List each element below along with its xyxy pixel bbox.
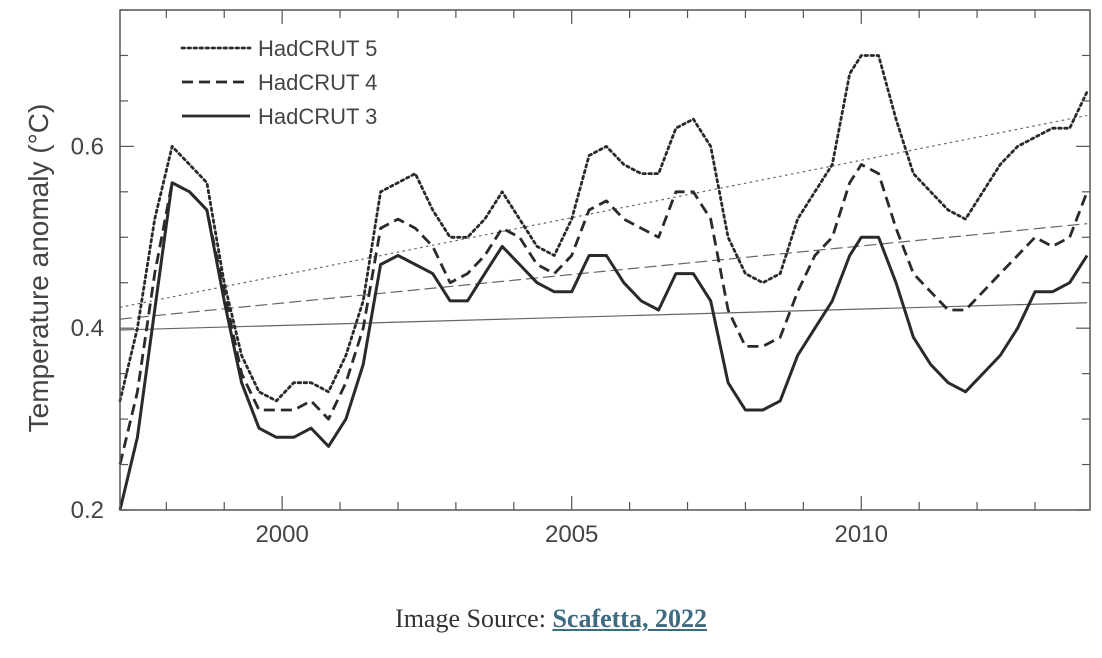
- trend-lines: [119, 114, 1088, 331]
- trend-line-hadcrut-3: [119, 302, 1088, 331]
- caption-prefix: Image Source:: [395, 604, 553, 633]
- tick-labels: 2000 2005 2010 0.2 0.4 0.6: [71, 133, 888, 548]
- x-tick-label: 2005: [545, 521, 598, 548]
- source-link[interactable]: Scafetta, 2022: [552, 604, 707, 633]
- y-axis-label: Temperature anomaly (°C): [23, 104, 54, 433]
- image-source-caption: Image Source: Scafetta, 2022: [0, 604, 1102, 634]
- series-line-hadcrut-5: [118, 54, 1089, 403]
- axis-ticks: [120, 9, 1090, 511]
- y-tick-label: 0.2: [71, 497, 104, 524]
- legend-label-hadcrut-4: HadCRUT 4: [258, 70, 377, 95]
- plot-frame: [119, 9, 1091, 511]
- legend: HadCRUT 5 HadCRUT 4 HadCRUT 3: [180, 36, 377, 129]
- series-line-hadcrut-3: [118, 181, 1089, 511]
- plot-border: [119, 9, 1091, 511]
- y-tick-label: 0.6: [71, 133, 104, 160]
- legend-label-hadcrut-3: HadCRUT 3: [258, 104, 377, 129]
- y-tick-label: 0.4: [71, 315, 104, 342]
- x-tick-label: 2010: [835, 521, 888, 548]
- series-line-hadcrut-4: [118, 163, 1089, 465]
- temperature-anomaly-chart: 2000 2005 2010 0.2 0.4 0.6 Temperature anomal…: [23, 9, 1091, 548]
- x-tick-label: 2000: [255, 521, 308, 548]
- trend-line-hadcrut-5: [119, 114, 1088, 308]
- series-lines: [118, 54, 1089, 511]
- legend-label-hadcrut-5: HadCRUT 5: [258, 36, 377, 61]
- trend-line-hadcrut-4: [119, 223, 1088, 320]
